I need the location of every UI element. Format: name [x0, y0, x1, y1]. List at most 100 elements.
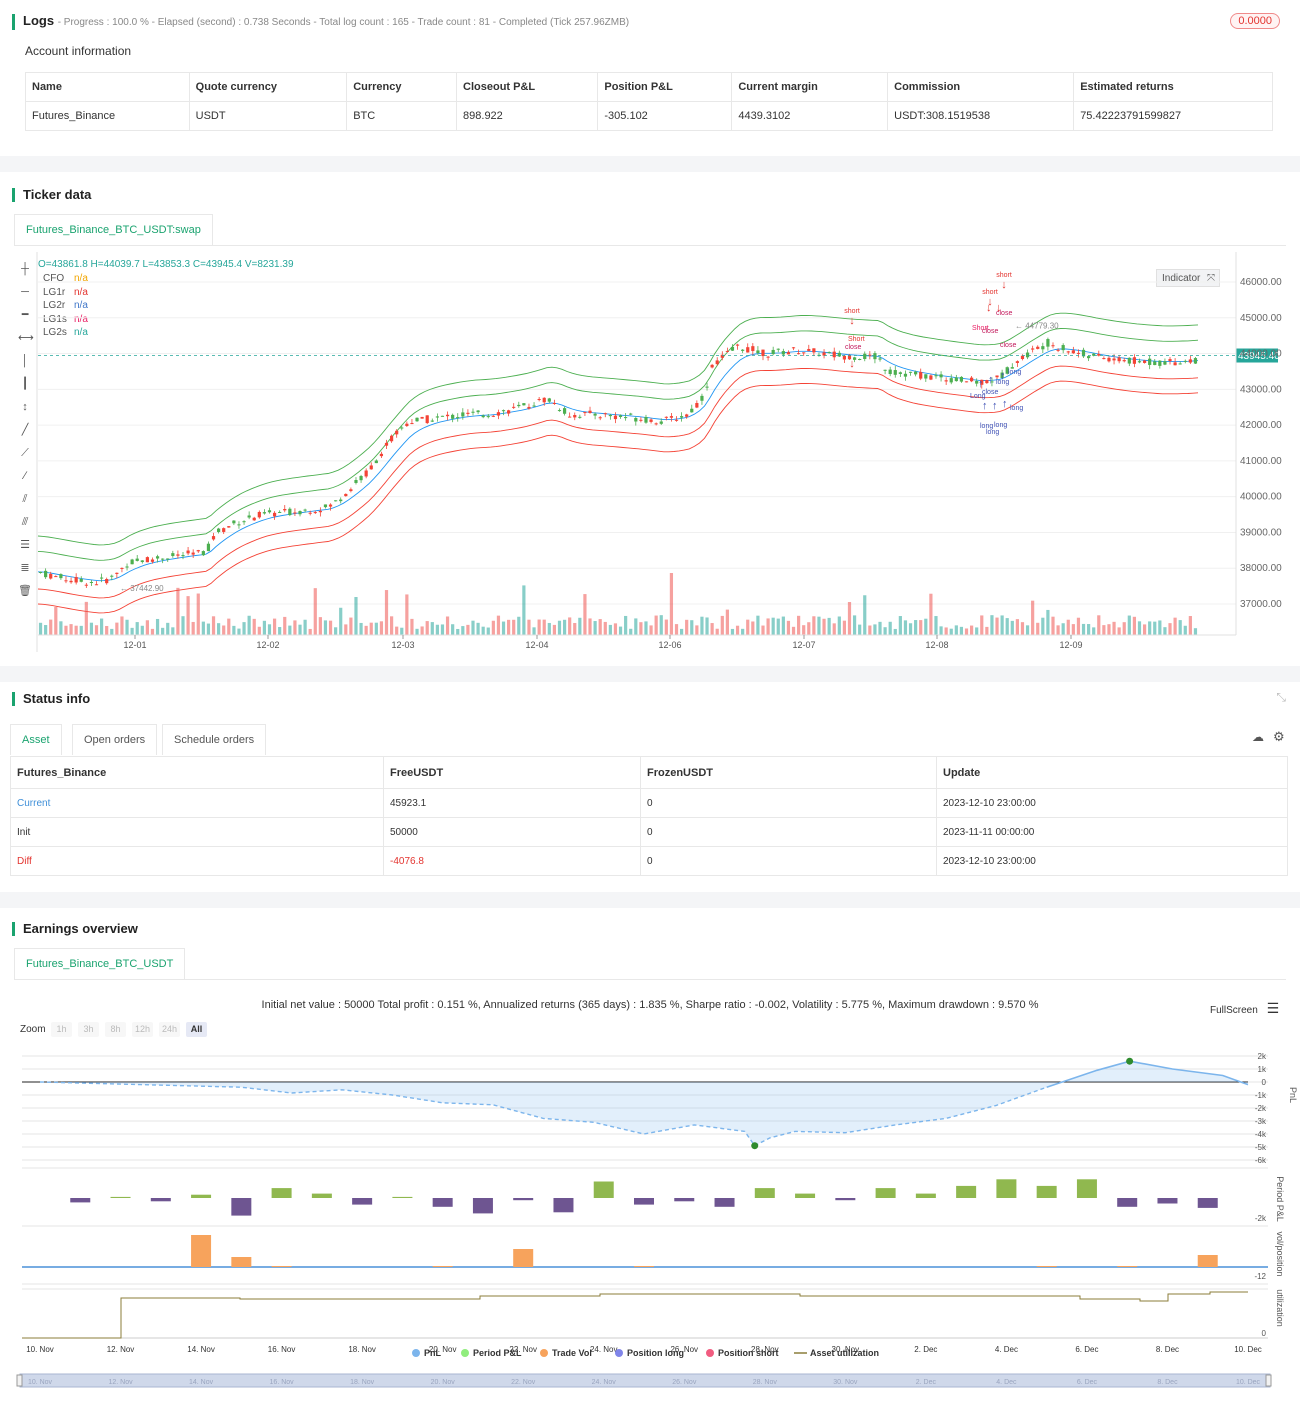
volume-bar	[771, 617, 775, 635]
zoom-8h[interactable]: 8h	[105, 1022, 126, 1037]
legend-item-cfo[interactable]: CFO n/a	[43, 273, 88, 284]
col-frozen: FrozenUSDT	[640, 756, 937, 789]
price-channel-icon[interactable]: ⫽	[22, 493, 28, 505]
parallel-channel-icon[interactable]: ⫻	[21, 516, 29, 528]
fib-ext-icon[interactable]: ≣	[20, 562, 30, 574]
legend-position-long[interactable]: Position long	[615, 1348, 684, 1358]
volume-bar	[476, 622, 480, 635]
price-tick: 41000.00	[1240, 456, 1282, 467]
crosshair-icon[interactable]: ┼	[21, 263, 29, 275]
navigator-handle-left[interactable]	[16, 1374, 23, 1387]
candle	[649, 419, 653, 422]
period-pnl-bar	[1076, 1179, 1097, 1198]
candle	[995, 375, 999, 378]
price-chart[interactable]: 43945.40← 44779.30← 37442.90short↓Shortc…	[0, 247, 1300, 667]
volume-bar	[725, 609, 729, 635]
price-line-icon[interactable]: ↕	[22, 401, 28, 413]
asset-cell[interactable]: Diff	[10, 846, 384, 876]
vertical-line-icon[interactable]: │	[21, 355, 29, 367]
earn-date-tick: 6. Dec	[1075, 1345, 1098, 1354]
candle	[837, 352, 841, 357]
tab-open-orders[interactable]: Open orders	[72, 724, 158, 755]
trash-icon[interactable]: 🗑	[18, 585, 32, 597]
cloud-download-icon[interactable]: ☁	[1252, 730, 1264, 744]
gear-icon[interactable]: ⚙	[1273, 729, 1285, 744]
volume-bar	[1025, 625, 1030, 635]
legend-period-p-l[interactable]: Period P&L	[461, 1348, 522, 1358]
period-axis-title: Period P&L	[1275, 1176, 1285, 1222]
tab-schedule-orders[interactable]: Schedule orders	[162, 724, 267, 755]
horizontal-ray-icon[interactable]: ━	[21, 309, 29, 321]
legend-asset-utilization[interactable]: Asset utilization	[794, 1348, 879, 1358]
tab-asset[interactable]: Asset	[10, 724, 62, 755]
candle	[1102, 358, 1106, 360]
segment-icon[interactable]: ╱	[21, 424, 29, 436]
candle	[781, 351, 785, 355]
account-cell-0: Futures_Binance	[25, 101, 190, 131]
volume-bar	[888, 621, 892, 635]
logs-badge[interactable]: 0.0000	[1230, 13, 1280, 29]
volume-bar	[481, 626, 485, 635]
volume-bar	[995, 617, 999, 635]
horizontal-line-icon[interactable]: ─	[21, 286, 29, 298]
volume-bar	[1066, 619, 1070, 635]
legend-trade-vol[interactable]: Trade Vol	[540, 1348, 592, 1358]
volume-bar	[1153, 621, 1157, 635]
fullscreen-button[interactable]: FullScreen ☰	[1210, 1000, 1280, 1016]
expand-icon[interactable]: ⤧	[1207, 273, 1215, 284]
volume-bar	[1061, 623, 1065, 635]
volume-bar	[456, 628, 460, 635]
zoom-24h[interactable]: 24h	[159, 1022, 180, 1037]
candle	[420, 416, 424, 419]
trend-line-icon[interactable]: ∕	[24, 470, 26, 482]
candle	[568, 416, 572, 418]
candle	[181, 555, 185, 557]
zoom-3h[interactable]: 3h	[78, 1022, 99, 1037]
last-price-label	[1236, 348, 1278, 363]
zoom-all[interactable]: All	[186, 1022, 207, 1037]
asset-cell[interactable]: Current	[10, 788, 384, 818]
legend-item-lg1s[interactable]: LG1s n/a	[43, 313, 88, 325]
signal-label: close	[1000, 342, 1016, 349]
earnings-chart[interactable]: 2k 1k 0 -1k -2k -3k -4k -5k -6k PnL -2k Period P&L -…	[0, 1044, 1300, 1404]
asset-cell[interactable]: Init	[10, 817, 384, 847]
account-cell-1: USDT	[188, 101, 348, 131]
candle	[720, 354, 724, 358]
legend-item-lg2s[interactable]: LG2s n/a	[43, 327, 88, 338]
price-tick: 44000.00	[1240, 349, 1282, 360]
ticker-panel: Ticker data Futures_Binance_BTC_USDT:swa…	[0, 172, 1300, 666]
candle	[491, 415, 495, 417]
navigator-handle-right[interactable]	[1265, 1374, 1272, 1387]
period-pnl-bar	[835, 1198, 856, 1201]
pnl-line	[1046, 1060, 1249, 1088]
volume-bar	[99, 618, 104, 635]
ray-icon[interactable]: ⟋	[21, 447, 29, 459]
high-label: ← 44779.30	[1015, 322, 1059, 331]
volume-bar	[237, 628, 241, 635]
tab-ticker-symbol[interactable]: Futures_Binance_BTC_USDT:swap	[14, 214, 213, 245]
period-pnl-bar	[352, 1198, 373, 1205]
candle	[130, 559, 134, 565]
zoom-12h[interactable]: 12h	[132, 1022, 153, 1037]
collapse-icon[interactable]: ⤡	[1276, 690, 1286, 704]
candle	[54, 576, 58, 578]
asset-row: Init 50000 0 2023-11-11 00:00:00	[10, 817, 1288, 847]
pnl-tick: -3k	[1255, 1117, 1267, 1126]
earn-date-tick: 2. Dec	[914, 1345, 937, 1354]
fib-icon[interactable]: ☰	[20, 539, 30, 551]
tab-earnings-symbol[interactable]: Futures_Binance_BTC_USDT	[14, 948, 186, 979]
candle	[802, 352, 806, 354]
menu-icon[interactable]: ☰	[1266, 1000, 1280, 1016]
legend-item-lg1r[interactable]: LG1r n/a	[43, 286, 88, 298]
legend-pnl[interactable]: PnL	[412, 1348, 442, 1358]
candle	[1158, 360, 1162, 366]
candle	[858, 359, 862, 361]
legend-item-lg2r[interactable]: LG2r n/a	[43, 300, 88, 311]
volume-bar	[94, 625, 99, 635]
candle	[730, 346, 735, 351]
h-segment-icon[interactable]: ⟷	[18, 332, 34, 344]
legend-position-short[interactable]: Position short	[706, 1348, 779, 1358]
zoom-1h[interactable]: 1h	[51, 1022, 72, 1037]
volume-bar	[79, 625, 83, 635]
v-segment-icon[interactable]: ┃	[21, 378, 29, 390]
